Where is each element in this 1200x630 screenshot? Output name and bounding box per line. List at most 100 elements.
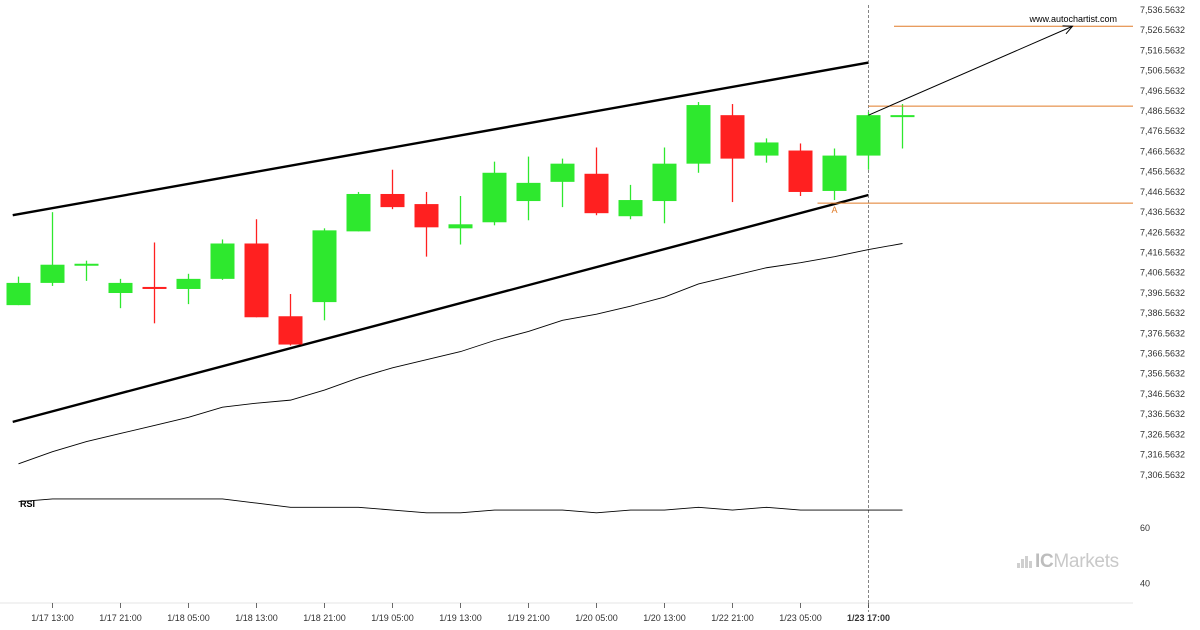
candle	[482, 161, 507, 226]
brand-bars-icon	[1017, 554, 1033, 568]
candle-body	[516, 182, 541, 202]
price-axis-label: 7,536.5632	[1140, 5, 1185, 15]
candle-body	[584, 173, 609, 214]
price-axis-label: 7,516.5632	[1140, 45, 1185, 55]
candle-body	[550, 163, 575, 182]
rsi-line	[18, 498, 903, 514]
point-a-label: A	[831, 205, 837, 215]
price-axis-label: 7,446.5632	[1140, 187, 1185, 197]
rsi-axis-label: 60	[1140, 523, 1150, 533]
candle	[890, 104, 915, 149]
price-axis-label: 7,326.5632	[1140, 429, 1185, 439]
price-axis-label: 7,376.5632	[1140, 328, 1185, 338]
candle	[176, 273, 201, 305]
candle	[6, 276, 31, 306]
candle	[414, 191, 439, 257]
price-axis-label: 7,306.5632	[1140, 470, 1185, 480]
candle-body	[754, 142, 779, 156]
candle-body	[346, 193, 371, 232]
candle-body	[244, 243, 269, 318]
x-axis-label: 1/19 13:00	[439, 613, 482, 623]
channel-upper-line	[12, 61, 869, 217]
candle	[856, 112, 881, 170]
price-axis-label: 7,506.5632	[1140, 66, 1185, 76]
candle	[74, 260, 99, 281]
price-axis-label: 7,406.5632	[1140, 268, 1185, 278]
price-axis-label: 7,316.5632	[1140, 450, 1185, 460]
x-axis-label: 1/20 05:00	[575, 613, 618, 623]
price-axis-label: 7,336.5632	[1140, 409, 1185, 419]
x-axis-label: 1/18 21:00	[303, 613, 346, 623]
candle-body	[822, 155, 847, 191]
x-axis-label: 1/23 05:00	[779, 613, 822, 623]
price-axis-label: 7,456.5632	[1140, 167, 1185, 177]
candle-body	[142, 286, 167, 289]
candle-body	[720, 115, 745, 159]
x-axis-label: 1/23 17:00	[847, 613, 890, 623]
price-axis-label: 7,496.5632	[1140, 86, 1185, 96]
x-axis-label: 1/19 21:00	[507, 613, 550, 623]
candle	[516, 156, 541, 221]
moving-average-line	[18, 243, 903, 465]
price-axis-label: 7,526.5632	[1140, 25, 1185, 35]
candle-body	[448, 224, 473, 229]
price-axis-label: 7,346.5632	[1140, 389, 1185, 399]
candle	[652, 147, 677, 224]
candle-body	[108, 282, 133, 294]
candle-body	[618, 200, 643, 217]
candle	[788, 143, 813, 197]
price-axis-label: 7,386.5632	[1140, 308, 1185, 318]
candle	[822, 148, 847, 201]
x-axis-label: 1/19 05:00	[371, 613, 414, 623]
candle-body	[652, 163, 677, 202]
channel-lower-line	[12, 193, 869, 424]
x-axis-label: 1/17 13:00	[31, 613, 74, 623]
candle-body	[312, 230, 337, 303]
candle	[618, 184, 643, 220]
price-axis-label: 7,356.5632	[1140, 369, 1185, 379]
price-axis-label: 7,466.5632	[1140, 146, 1185, 156]
candle	[142, 242, 167, 324]
brand-prefix: IC	[1035, 551, 1054, 572]
axes: 7,536.5632 7,526.5632 7,516.5632 7,506.5632…	[0, 5, 1185, 623]
candle	[210, 239, 235, 280]
candle	[244, 219, 269, 318]
candle-body	[210, 243, 235, 279]
candle	[686, 102, 711, 173]
price-axis-label: 7,486.5632	[1140, 106, 1185, 116]
candle-body	[40, 264, 65, 283]
x-axis-label: 1/18 05:00	[167, 613, 210, 623]
candle	[584, 147, 609, 216]
candle-body	[482, 172, 507, 223]
candle-body	[278, 316, 303, 345]
rsi-label: RSI	[20, 499, 35, 509]
candle	[550, 158, 575, 208]
price-axis-label: 7,436.5632	[1140, 207, 1185, 217]
x-axis-label: 1/17 21:00	[99, 613, 142, 623]
candle-body	[414, 204, 439, 228]
candle-body	[686, 105, 711, 164]
forecast-arrowhead	[1062, 25, 1074, 35]
candle	[754, 138, 779, 163]
candle	[108, 278, 133, 309]
candle	[720, 104, 745, 203]
x-axis-label: 1/18 13:00	[235, 613, 278, 623]
candle-body	[380, 193, 405, 208]
brand-suffix: Markets	[1053, 551, 1119, 572]
candle-body	[788, 150, 813, 192]
candle	[40, 212, 65, 286]
price-axis-label: 7,476.5632	[1140, 126, 1185, 136]
candle	[448, 196, 473, 245]
rsi-pane: RSI	[18, 498, 903, 514]
price-axis-label: 7,416.5632	[1140, 247, 1185, 257]
price-axis-label: 7,396.5632	[1140, 288, 1185, 298]
forecast-arrow-line	[868, 25, 1073, 116]
icmarkets-watermark: ICMarkets	[1017, 551, 1119, 573]
x-axis-label: 1/22 21:00	[711, 613, 754, 623]
price-axis-label: 7,366.5632	[1140, 349, 1185, 359]
candle	[278, 294, 303, 346]
x-axis-label: 1/20 13:00	[643, 613, 686, 623]
candle-body	[176, 278, 201, 289]
candle	[380, 169, 405, 210]
